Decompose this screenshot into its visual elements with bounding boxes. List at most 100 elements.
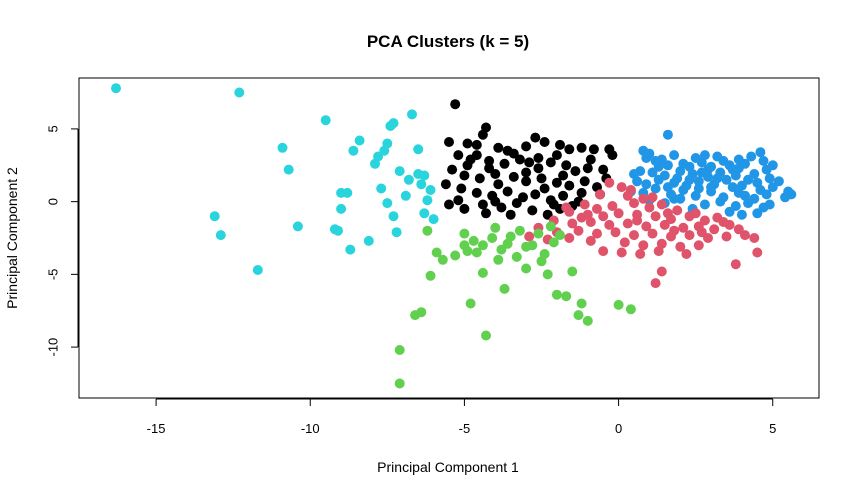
data-point bbox=[613, 208, 624, 219]
y-tick-label: 0 bbox=[46, 198, 61, 205]
data-point bbox=[111, 83, 121, 94]
data-point bbox=[672, 205, 683, 216]
data-point bbox=[752, 208, 763, 219]
data-point bbox=[499, 158, 510, 169]
data-point bbox=[555, 139, 565, 150]
data-point bbox=[622, 218, 633, 229]
data-point bbox=[502, 238, 513, 249]
data-point bbox=[561, 160, 572, 171]
data-point bbox=[650, 183, 661, 194]
data-point bbox=[444, 137, 454, 147]
data-point bbox=[567, 266, 578, 277]
data-point bbox=[533, 153, 544, 163]
data-point bbox=[749, 233, 760, 243]
data-point bbox=[736, 209, 747, 220]
data-point bbox=[712, 173, 723, 184]
data-point bbox=[564, 144, 575, 155]
data-point bbox=[508, 148, 519, 159]
data-point bbox=[727, 182, 738, 193]
data-point bbox=[428, 214, 439, 225]
data-point bbox=[407, 109, 417, 120]
data-point bbox=[696, 227, 707, 238]
data-point bbox=[536, 173, 547, 184]
data-point bbox=[595, 189, 606, 200]
data-point bbox=[592, 228, 602, 239]
data-point bbox=[403, 174, 414, 185]
data-point bbox=[462, 160, 473, 171]
y-axis-label: Principal Component 2 bbox=[4, 167, 20, 309]
data-point bbox=[477, 129, 488, 140]
data-point bbox=[481, 208, 491, 219]
data-point bbox=[388, 211, 399, 222]
data-point bbox=[548, 237, 559, 248]
data-point bbox=[579, 199, 590, 210]
data-point bbox=[440, 179, 451, 190]
data-point bbox=[576, 298, 587, 309]
data-point bbox=[382, 138, 393, 149]
data-point bbox=[459, 228, 470, 239]
data-point bbox=[462, 246, 473, 257]
data-point bbox=[662, 182, 673, 193]
data-point bbox=[413, 144, 424, 155]
data-point bbox=[740, 190, 750, 201]
data-point bbox=[459, 170, 470, 181]
data-point bbox=[638, 240, 649, 251]
data-point bbox=[252, 265, 263, 275]
cluster-2-points bbox=[440, 99, 618, 220]
data-point bbox=[551, 289, 562, 300]
y-tick-label: -5 bbox=[46, 269, 61, 281]
x-tick-label: 0 bbox=[615, 421, 622, 436]
data-point bbox=[684, 174, 695, 185]
data-point bbox=[598, 164, 609, 175]
data-point bbox=[462, 138, 473, 149]
data-point bbox=[564, 233, 575, 243]
data-point bbox=[394, 378, 405, 389]
data-point bbox=[632, 215, 643, 226]
data-point bbox=[533, 163, 544, 174]
data-point bbox=[675, 241, 686, 252]
data-point bbox=[477, 199, 488, 210]
data-point bbox=[656, 199, 667, 210]
data-point bbox=[746, 151, 757, 162]
data-point bbox=[493, 254, 504, 265]
data-point bbox=[592, 203, 602, 214]
data-point bbox=[558, 190, 569, 201]
data-point bbox=[733, 224, 744, 235]
data-point bbox=[582, 209, 593, 220]
data-point bbox=[508, 171, 519, 182]
data-point bbox=[561, 202, 572, 213]
data-point bbox=[619, 237, 630, 248]
data-point bbox=[672, 173, 683, 184]
data-point bbox=[484, 163, 495, 174]
data-point bbox=[342, 187, 353, 198]
data-point bbox=[505, 209, 516, 220]
data-point bbox=[718, 217, 729, 227]
data-point bbox=[653, 246, 664, 257]
data-point bbox=[752, 247, 763, 258]
data-point bbox=[582, 315, 593, 326]
data-points bbox=[111, 83, 797, 389]
data-point bbox=[684, 230, 695, 241]
data-point bbox=[453, 150, 464, 161]
data-point bbox=[706, 182, 717, 193]
data-point bbox=[511, 251, 522, 262]
data-point bbox=[573, 310, 584, 321]
y-tick-label: -10 bbox=[46, 338, 61, 357]
data-point bbox=[561, 291, 572, 302]
cluster-1-points bbox=[111, 83, 439, 275]
data-point bbox=[598, 246, 609, 257]
data-point bbox=[450, 250, 461, 261]
chart-title: PCA Clusters (k = 5) bbox=[367, 32, 529, 51]
data-point bbox=[333, 225, 343, 236]
data-point bbox=[629, 198, 639, 209]
data-point bbox=[709, 224, 720, 235]
data-point bbox=[678, 222, 689, 233]
data-point bbox=[625, 185, 636, 195]
data-point bbox=[354, 135, 365, 146]
data-point bbox=[453, 195, 464, 206]
data-point bbox=[447, 164, 458, 175]
data-point bbox=[209, 211, 220, 222]
data-point bbox=[320, 115, 331, 126]
data-point bbox=[579, 176, 590, 187]
data-point bbox=[539, 249, 550, 259]
